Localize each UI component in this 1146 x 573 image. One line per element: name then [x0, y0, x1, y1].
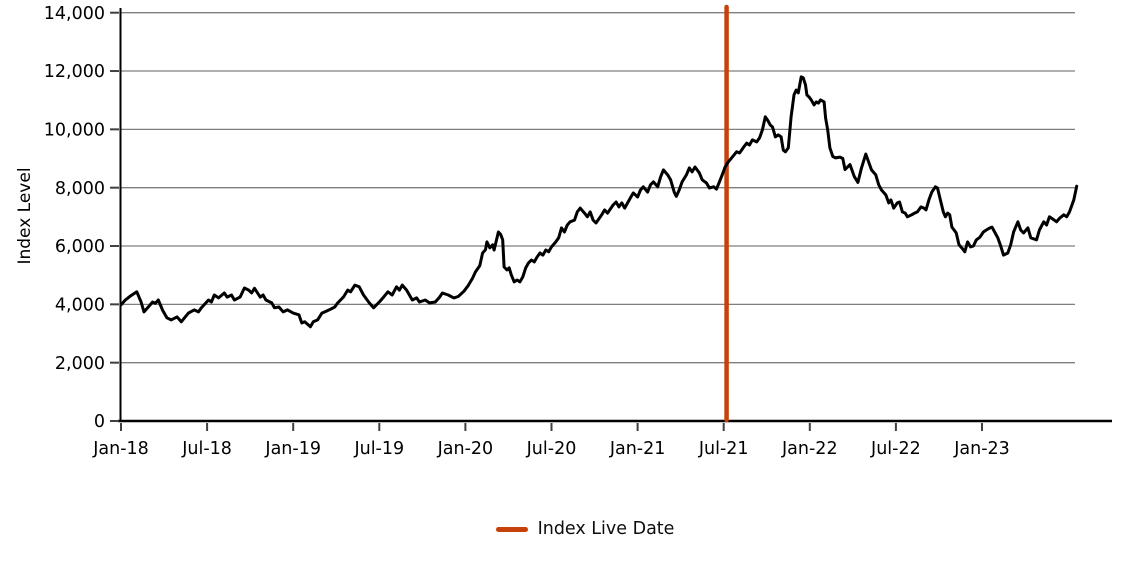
legend-label: Index Live Date	[537, 519, 675, 539]
x-tick-label: Jan-19	[264, 439, 321, 459]
y-tick-label: 10,000	[44, 121, 105, 141]
y-tick-label: 8,000	[55, 179, 105, 199]
series	[119, 4, 1079, 423]
tick-labels: 0 2,000 4,000 6,000 8,000 10,000 12,000 14,000 J…	[44, 4, 1010, 459]
index-line	[119, 75, 1079, 329]
y-tick-label: 2,000	[55, 354, 105, 374]
x-tick-label: Jan-21	[609, 439, 666, 459]
axes	[118, 8, 1112, 423]
y-axis-title: Index Level	[15, 167, 35, 264]
legend: Index Live Date	[12, 519, 1146, 539]
x-tick-label: Jul-21	[698, 439, 749, 459]
y-tick-label: 12,000	[44, 62, 105, 82]
y-tick-label: 6,000	[55, 237, 105, 257]
x-tick-label: Jan-22	[781, 439, 838, 459]
ticks	[110, 11, 983, 431]
y-tick-label: 0	[94, 412, 105, 432]
x-tick-label: Jan-18	[92, 439, 149, 459]
x-tick-label: Jul-20	[526, 439, 577, 459]
x-tick-label: Jul-19	[353, 439, 404, 459]
x-tick-label: Jul-22	[870, 439, 921, 459]
x-tick-label: Jan-20	[437, 439, 494, 459]
gridlines	[121, 12, 1075, 364]
legend-line-swatch	[495, 526, 528, 532]
y-tick-label: 4,000	[55, 296, 105, 316]
y-tick-label: 14,000	[44, 4, 105, 24]
x-tick-label: Jan-23	[953, 439, 1010, 459]
index-level-chart: 0 2,000 4,000 6,000 8,000 10,000 12,000 14,000 J…	[15, 4, 1112, 459]
x-tick-label: Jul-18	[181, 439, 232, 459]
